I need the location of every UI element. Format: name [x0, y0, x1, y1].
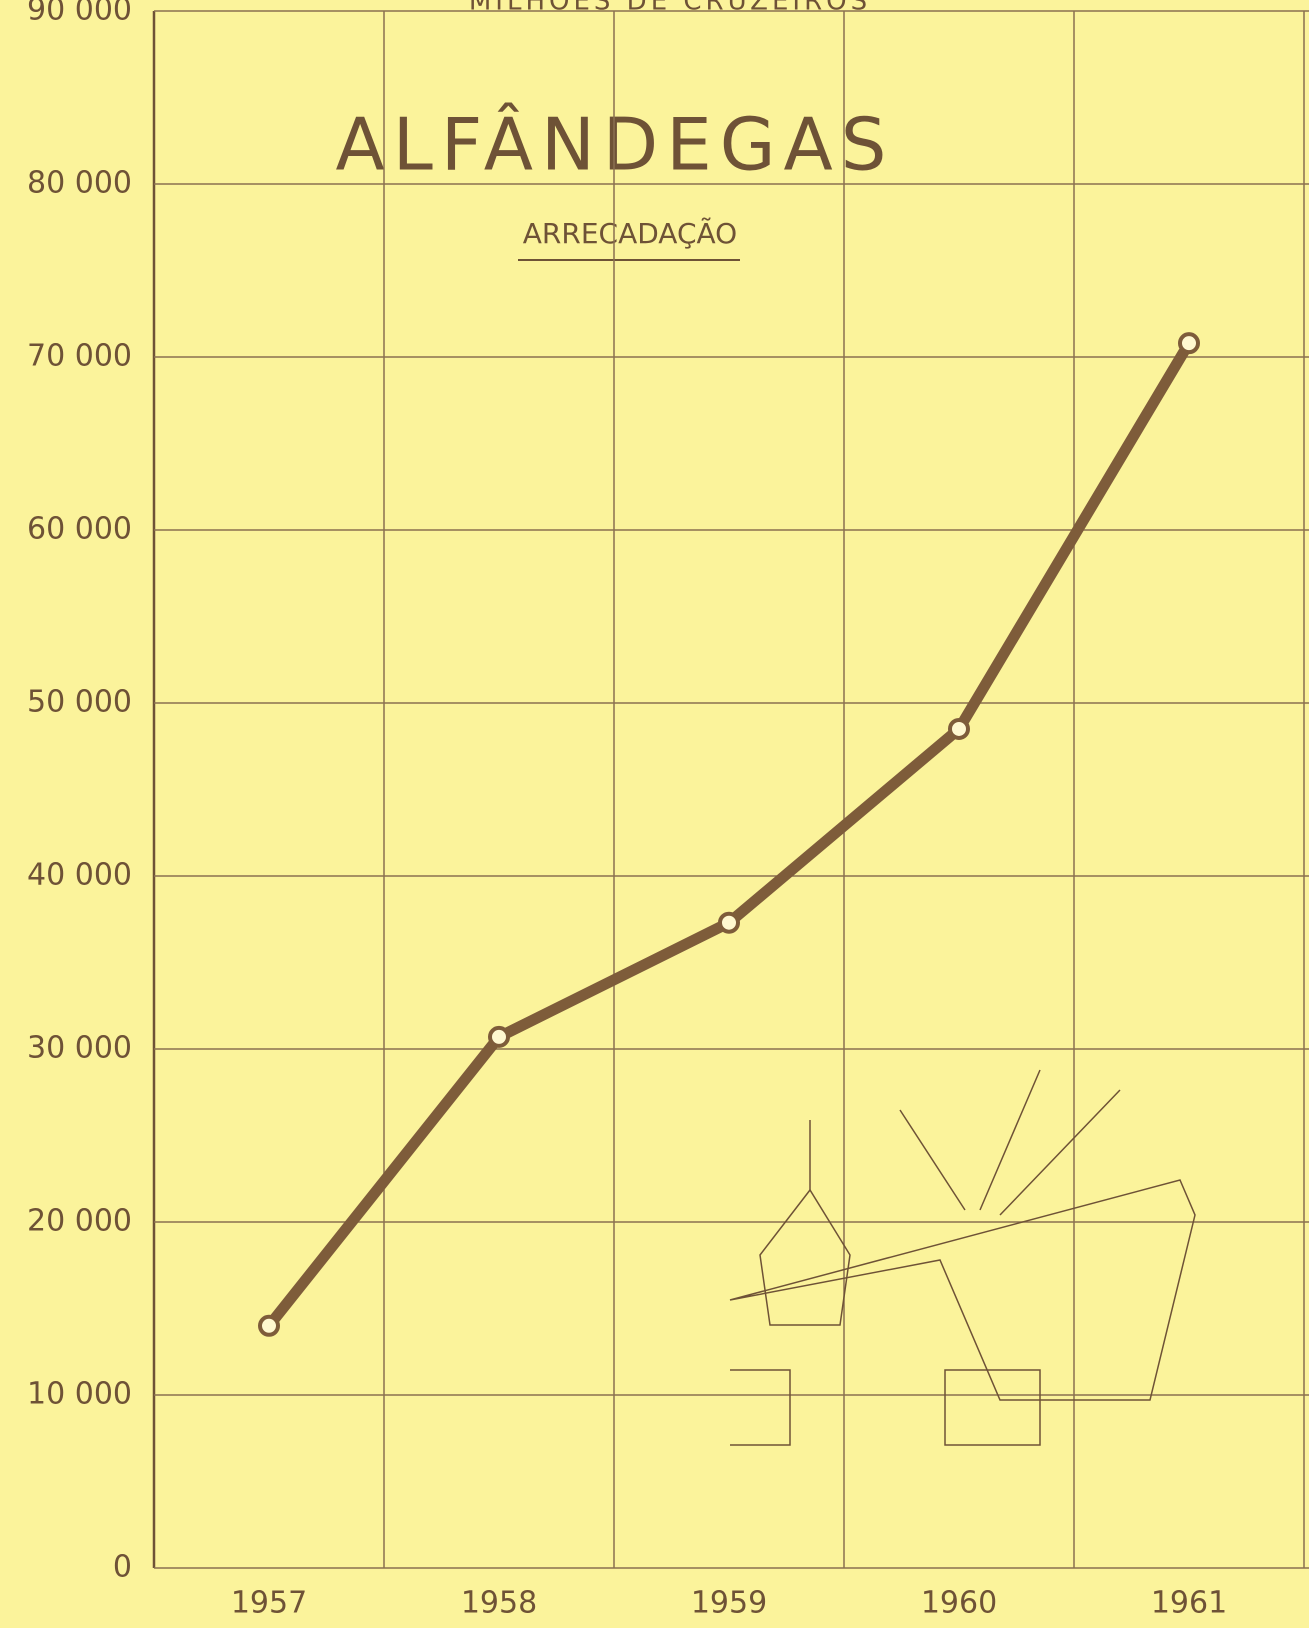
chart-title: ALFÂNDEGAS [336, 103, 895, 187]
y-tick-label: 50 000 [27, 685, 132, 720]
data-point [488, 1025, 510, 1048]
illustration [729, 1069, 1196, 1446]
unit-label: MILHÕES DE CRUZEIROS [469, 0, 871, 17]
y-tick-label: 90 000 [27, 0, 132, 28]
y-tick-label: 30 000 [27, 1031, 132, 1066]
x-tick-label: 1958 [461, 1586, 537, 1621]
y-tick-label: 70 000 [27, 339, 132, 374]
y-tick-label: 40 000 [27, 858, 132, 893]
x-tick-label: 1961 [1151, 1586, 1227, 1621]
x-tick-label: 1960 [921, 1586, 997, 1621]
data-point [948, 717, 970, 740]
data-point [718, 911, 740, 934]
y-tick-label: 80 000 [27, 166, 132, 201]
x-tick-label: 1959 [691, 1586, 767, 1621]
y-tick-label: 10 000 [27, 1377, 132, 1412]
y-tick-label: 0 [113, 1550, 132, 1585]
y-tick-label: 20 000 [27, 1204, 132, 1239]
y-tick-label: 60 000 [27, 512, 132, 547]
data-point [258, 1314, 280, 1337]
data-point [1178, 332, 1200, 355]
chart-subtitle: ARRECADAÇÃO [523, 217, 737, 250]
x-tick-label: 1957 [231, 1586, 307, 1621]
